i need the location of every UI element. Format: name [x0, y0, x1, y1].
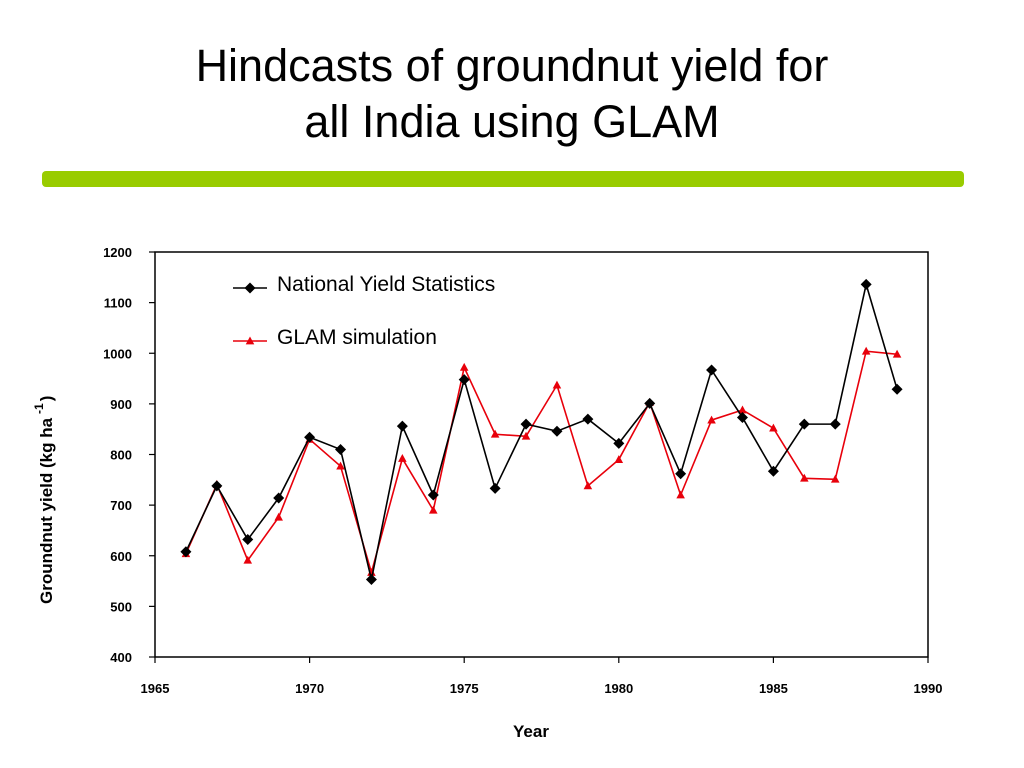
data-point-national [551, 425, 563, 437]
data-point-national [644, 397, 656, 409]
data-point-national [767, 465, 779, 477]
data-point-glam [429, 505, 438, 514]
legend-marker-national [244, 282, 256, 294]
data-point-glam [583, 481, 593, 490]
x-tick-label: 1975 [450, 681, 479, 696]
legend-marker-glam [245, 336, 255, 345]
x-tick-label: 1970 [295, 681, 324, 696]
data-point-glam [490, 429, 500, 438]
data-point-national [458, 374, 470, 386]
data-point-glam [707, 415, 716, 424]
data-point-glam [552, 380, 562, 389]
y-tick-label: 1200 [103, 245, 132, 260]
plot-area-frame [154, 251, 929, 658]
data-point-glam [738, 405, 747, 414]
legend-label-glam: GLAM simulation [277, 326, 437, 349]
data-point-glam [398, 454, 407, 462]
x-axis-label: Year [513, 722, 549, 741]
axes: 400 500 600 700 800 900 1000 1100 1200 1965 1970 19… [103, 245, 942, 696]
data-point-national [860, 278, 872, 290]
y-tick-label: 600 [110, 549, 132, 564]
data-point-glam [769, 423, 778, 432]
slide-title-line-2: all India using GLAM [304, 96, 720, 147]
data-point-national [736, 412, 748, 424]
y-tick-label: 400 [110, 650, 132, 665]
data-point-glam [521, 431, 531, 440]
y-axis-label: Groundnut yield (kg ha -1) [32, 396, 56, 604]
data-point-national [304, 431, 316, 443]
data-point-national [335, 443, 347, 455]
data-point-glam [243, 555, 253, 564]
x-tick-label: 1990 [914, 681, 943, 696]
data-point-glam [861, 346, 871, 355]
y-axis-label-main: Groundnut yield (kg ha [37, 417, 56, 604]
y-axis-label-group: Groundnut yield (kg ha -1) [32, 396, 56, 604]
data-point-national [365, 574, 377, 586]
data-point-national [396, 420, 408, 432]
data-point-national [242, 534, 254, 546]
title-rule [42, 171, 964, 187]
data-point-glam [614, 455, 624, 463]
legend: National Yield Statistics GLAM simulation [233, 273, 495, 349]
data-point-national [489, 482, 501, 494]
x-tick-label: 1985 [759, 681, 788, 696]
data-point-glam [459, 362, 469, 371]
data-point-glam [336, 461, 345, 470]
data-point-national [211, 480, 223, 492]
data-point-national [675, 468, 687, 480]
slide-title: Hindcasts of groundnut yield for all Ind… [0, 38, 1024, 150]
series-line-glam [185, 350, 898, 576]
y-tick-label: 800 [110, 448, 132, 463]
y-tick-label: 1000 [103, 346, 132, 361]
y-tick-label: 700 [110, 498, 132, 513]
data-point-national [613, 437, 625, 449]
series-line-national [185, 284, 898, 580]
y-axis-label-superscript: -1 [32, 403, 46, 414]
y-axis-label-close: ) [37, 396, 56, 402]
legend-label-national: National Yield Statistics [277, 273, 495, 296]
data-point-national [520, 418, 532, 430]
data-point-national [891, 383, 903, 395]
slide-title-line-1: Hindcasts of groundnut yield for [195, 40, 829, 91]
y-tick-label: 900 [110, 397, 132, 412]
data-point-national [180, 546, 192, 558]
data-point-glam [892, 349, 902, 358]
y-tick-label: 500 [110, 599, 132, 614]
data-point-national [273, 492, 285, 504]
data-point-glam [676, 490, 685, 499]
data-point-national [706, 364, 718, 376]
data-point-national [427, 489, 439, 501]
data-point-glam [274, 512, 283, 521]
data-point-national [798, 418, 810, 430]
series-layer [180, 278, 903, 586]
data-point-national [582, 413, 594, 425]
x-tick-label: 1965 [141, 681, 170, 696]
data-point-glam [800, 473, 809, 482]
data-point-glam [830, 474, 840, 483]
x-tick-label: 1980 [604, 681, 633, 696]
y-tick-label: 1100 [104, 296, 132, 311]
data-point-national [829, 418, 841, 430]
